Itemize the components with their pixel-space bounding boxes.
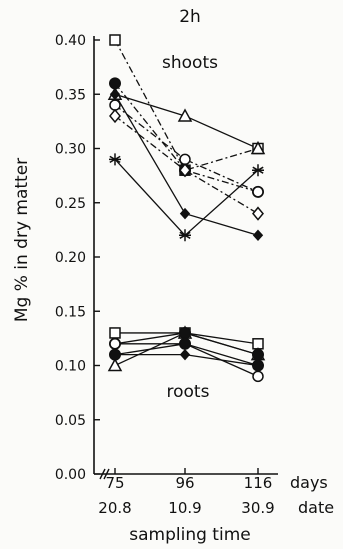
series-line-shoots	[114, 104, 259, 193]
data-point-shoots-asterisk	[252, 164, 264, 177]
data-point-shoots-diamond-filled	[109, 88, 121, 100]
y-tick-label: 0.00	[55, 467, 86, 483]
chart-title: 2h	[179, 7, 201, 27]
x-tick-label-date: 20.8	[98, 499, 131, 517]
ticks: 0.00 0.05 0.10 0.15 0.20 0.25 0.30 0.35 0.40 75 20…	[55, 33, 275, 517]
x-tick-label-date: 30.9	[241, 499, 274, 517]
y-tick-label: 0.15	[55, 304, 86, 320]
data-point-shoots-circle-open	[109, 99, 121, 111]
data-point-shoots-square-open	[109, 34, 121, 46]
y-tick-label: 0.25	[55, 196, 86, 212]
data-point-roots-circle-filled	[179, 326, 191, 339]
data-point-shoots-diamond-open	[109, 108, 121, 124]
x-unit-date: date	[298, 498, 334, 517]
y-tick-label: 0.10	[55, 359, 86, 375]
data-point-shoots-diamond-filled	[252, 229, 264, 242]
data-point-shoots-circle-filled	[109, 77, 121, 90]
data-point-roots-circle-open	[252, 370, 264, 383]
series-line-shoots	[114, 39, 259, 171]
data-point-roots-circle-filled	[252, 359, 264, 372]
data-point-roots-square-open	[109, 327, 121, 339]
data-point-shoots-circle-open	[179, 153, 191, 166]
data-point-shoots-diamond-open	[252, 206, 264, 221]
series-group	[114, 39, 259, 377]
data-point-roots-triangle-open	[107, 357, 123, 372]
data-point-roots-circle-open	[109, 338, 121, 350]
y-tick-label: 0.20	[55, 250, 86, 266]
y-tick-label: 0.05	[55, 413, 86, 429]
annotation-roots: roots	[167, 382, 210, 402]
y-axis-label: Mg % in dry matter	[12, 158, 32, 322]
x-tick-label-days: 116	[244, 474, 273, 492]
axes	[93, 36, 278, 480]
annotation-shoots: shoots	[162, 53, 218, 73]
data-point-shoots-asterisk	[179, 229, 191, 242]
x-tick-label-date: 10.9	[168, 499, 201, 517]
data-point-shoots-triangle-open	[177, 108, 193, 122]
data-point-roots-circle-filled	[252, 348, 264, 361]
x-axis-label: sampling time	[129, 525, 250, 545]
series-line-shoots	[114, 115, 259, 215]
y-tick-label: 0.40	[55, 33, 86, 49]
data-point-shoots-asterisk	[109, 153, 121, 166]
data-point-roots-circle-filled	[179, 337, 191, 350]
data-point-shoots-triangle-open	[250, 140, 266, 155]
data-point-shoots-circle-open	[252, 186, 264, 198]
data-point-roots-circle-filled	[109, 348, 121, 361]
x-tick-label-days: 96	[175, 474, 194, 492]
y-tick-label: 0.30	[55, 142, 86, 158]
data-point-roots-diamond-filled	[179, 348, 191, 361]
x-unit-days: days	[290, 473, 328, 492]
data-point-shoots-diamond-open	[179, 163, 191, 178]
data-point-shoots-diamond-filled	[179, 207, 191, 220]
markers-group	[107, 34, 266, 383]
x-tick-label-days: 75	[105, 474, 124, 492]
axis-break-mark	[99, 468, 106, 480]
axis-break-mark	[103, 468, 110, 480]
y-tick-label: 0.35	[55, 87, 86, 103]
